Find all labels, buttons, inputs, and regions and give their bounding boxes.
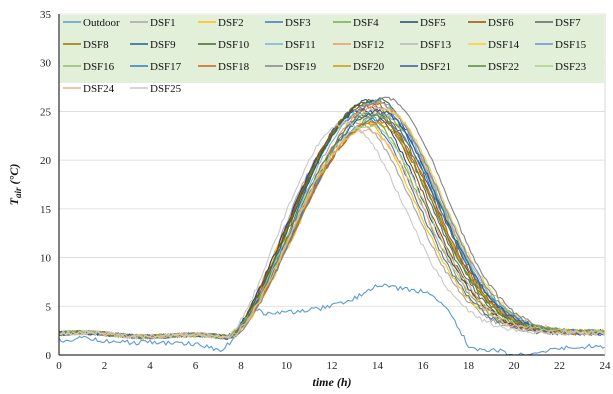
legend-item-dsf2: DSF2	[198, 17, 244, 29]
y-axis-title: Tair (°C)	[7, 164, 23, 206]
x-tick-label: 4	[147, 360, 153, 372]
legend-background	[60, 15, 604, 83]
x-tick-label: 14	[372, 360, 384, 372]
legend-item-dsf9: DSF9	[130, 39, 176, 51]
y-tick-label: 5	[46, 301, 52, 313]
y-axis-title-unit: (°C)	[7, 164, 21, 188]
legend-item-dsf1: DSF1	[130, 17, 176, 29]
legend-label: DSF15	[555, 39, 587, 51]
y-tick-label: 0	[46, 350, 52, 362]
legend-label: DSF7	[555, 17, 581, 29]
legend-label: DSF18	[218, 61, 250, 73]
x-axis-title: time (h)	[313, 375, 352, 389]
legend-label: DSF21	[420, 61, 451, 73]
legend-label: Outdoor	[83, 17, 120, 29]
y-axis-title-sub: air	[13, 187, 23, 198]
legend-label: DSF25	[150, 83, 182, 95]
legend-label: DSF19	[285, 61, 317, 73]
legend-label: DSF1	[150, 17, 176, 29]
y-tick-label: 35	[40, 9, 52, 21]
legend-item-dsf18: DSF18	[198, 61, 250, 73]
legend-item-dsf23: DSF23	[535, 61, 587, 73]
x-tick-label: 8	[238, 360, 244, 372]
x-tick-label: 6	[193, 360, 199, 372]
series-lines	[58, 96, 606, 356]
x-tick-label: 24	[600, 360, 612, 372]
legend-label: DSF8	[83, 39, 109, 51]
y-tick-label: 10	[40, 253, 52, 265]
y-axis-title-main: T	[7, 197, 21, 205]
legend-label: DSF13	[420, 39, 452, 51]
x-tick-label: 10	[281, 360, 293, 372]
legend-item-dsf17: DSF17	[130, 61, 182, 73]
legend-label: DSF3	[285, 17, 311, 29]
y-tick-labels: 0 5 10 15 20 25 30 35	[40, 9, 52, 362]
legend-label: DSF5	[420, 17, 446, 29]
y-tick-label: 30	[40, 58, 52, 70]
legend-item-dsf22: DSF22	[468, 61, 519, 73]
x-tick-label: 16	[418, 360, 430, 372]
x-tick-label: 12	[327, 360, 338, 372]
legend-item-dsf15: DSF15	[535, 39, 587, 51]
legend-item-dsf10: DSF10	[198, 39, 250, 51]
y-tick-label: 20	[40, 155, 52, 167]
series-line-dsf24	[58, 128, 606, 340]
series-line-dsf6	[58, 103, 606, 340]
legend-label: DSF2	[218, 17, 244, 29]
legend-label: DSF10	[218, 39, 250, 51]
legend-label: DSF4	[353, 17, 379, 29]
legend-label: DSF14	[488, 39, 520, 51]
legend-item-dsf7: DSF7	[535, 17, 581, 29]
legend-label: DSF22	[488, 61, 519, 73]
legend-label: DSF23	[555, 61, 587, 73]
legend-item-dsf3: DSF3	[265, 17, 311, 29]
legend-item-dsf13: DSF13	[400, 39, 452, 51]
legend-label: DSF12	[353, 39, 384, 51]
legend-item-dsf25: DSF25	[130, 83, 182, 95]
legend-item-dsf4: DSF4	[333, 17, 379, 29]
y-tick-label: 25	[40, 106, 52, 118]
legend-item-outdoor: Outdoor	[63, 17, 120, 29]
x-tick-label: 0	[56, 360, 62, 372]
legend-label: DSF6	[488, 17, 514, 29]
x-tick-label: 2	[102, 360, 108, 372]
x-tick-label: 20	[509, 360, 521, 372]
y-tick-label: 15	[40, 204, 52, 216]
legend-item-dsf21: DSF21	[400, 61, 451, 73]
legend-item-dsf19: DSF19	[265, 61, 317, 73]
legend-item-dsf24: DSF24	[63, 83, 115, 95]
legend: Outdoor DSF1 DSF2 DSF3 DSF4 DSF5 DSF6 DSF7 DSF8 D…	[63, 17, 587, 95]
legend-box	[60, 15, 604, 83]
legend-item-dsf12: DSF12	[333, 39, 384, 51]
legend-item-dsf14: DSF14	[468, 39, 520, 51]
x-tick-label: 18	[463, 360, 475, 372]
series-line-dsf12	[58, 101, 606, 340]
legend-item-dsf5: DSF5	[400, 17, 446, 29]
legend-item-dsf6: DSF6	[468, 17, 514, 29]
legend-label: DSF17	[150, 61, 182, 73]
legend-label: DSF11	[285, 39, 316, 51]
legend-item-dsf20: DSF20	[333, 61, 385, 73]
x-tick-label: 22	[554, 360, 565, 372]
legend-label: DSF20	[353, 61, 385, 73]
legend-label: DSF9	[150, 39, 176, 51]
series-line-dsf25	[58, 121, 606, 340]
legend-item-dsf8: DSF8	[63, 39, 109, 51]
legend-item-dsf11: DSF11	[265, 39, 316, 51]
axes	[58, 14, 606, 356]
legend-label: DSF24	[83, 83, 115, 95]
legend-label: DSF16	[83, 61, 115, 73]
legend-item-dsf16: DSF16	[63, 61, 115, 73]
x-tick-labels: 0 2 4 6 8 10 12 14 16 18 20 22 24	[56, 360, 611, 372]
